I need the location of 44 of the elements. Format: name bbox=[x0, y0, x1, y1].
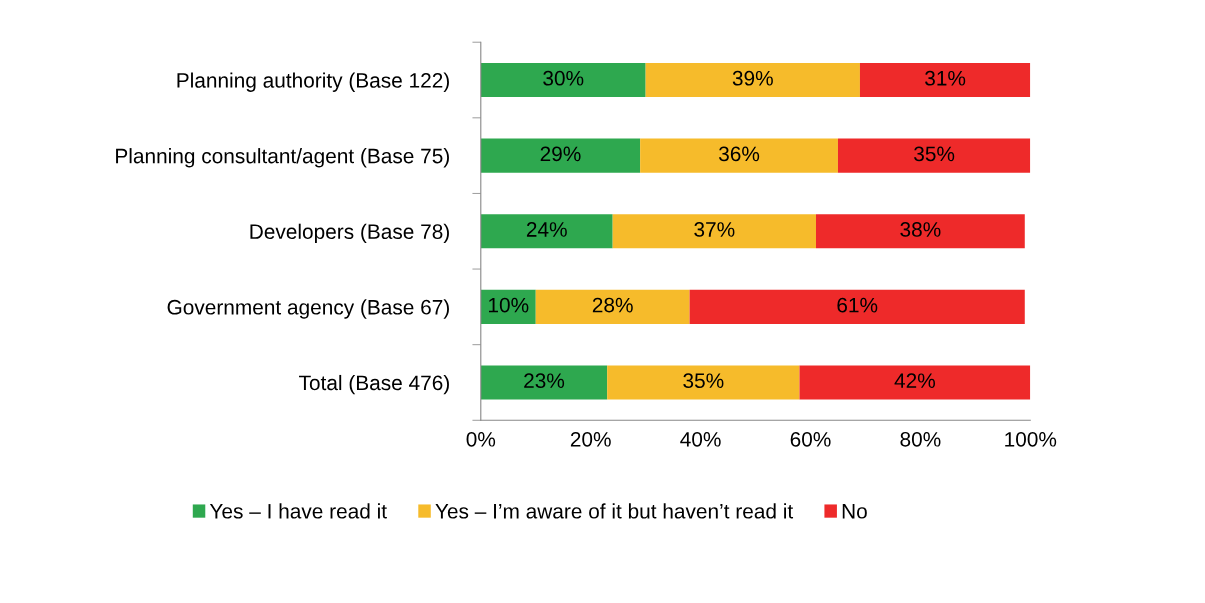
legend-label: No bbox=[842, 504, 867, 519]
bar bbox=[837, 138, 1031, 173]
bar bbox=[480, 214, 613, 249]
bar bbox=[799, 365, 1031, 400]
bar bbox=[480, 289, 536, 324]
data-label: 28% bbox=[592, 297, 633, 313]
data-label: 35% bbox=[914, 146, 955, 162]
data-label: 24% bbox=[526, 222, 567, 237]
bar bbox=[480, 365, 608, 400]
data-label: 35% bbox=[683, 373, 724, 389]
data-label: 61% bbox=[837, 297, 878, 313]
legend-label: Yes – I have read it bbox=[209, 503, 387, 519]
y-tick-label: Government agency (Base 67) bbox=[167, 299, 449, 319]
data-label: 10% bbox=[489, 297, 529, 313]
data-label: 38% bbox=[900, 222, 941, 237]
y-tick-label: Total (Base 476) bbox=[299, 374, 449, 395]
data-label: 42% bbox=[894, 373, 935, 388]
data-label: 36% bbox=[719, 146, 760, 162]
data-label: 29% bbox=[540, 146, 581, 162]
x-tick-label: 80% bbox=[900, 431, 941, 447]
y-tick-label: Planning authority (Base 122) bbox=[177, 72, 449, 92]
x-tick-label: 100% bbox=[1005, 431, 1057, 447]
data-label: 23% bbox=[524, 373, 565, 389]
x-tick-label: 60% bbox=[790, 431, 831, 447]
data-label: 39% bbox=[732, 70, 773, 86]
legend-label: Yes – I’m aware of it but haven’t read it bbox=[435, 503, 794, 519]
bar bbox=[815, 214, 1025, 249]
bar bbox=[645, 63, 860, 98]
bar bbox=[480, 63, 646, 98]
data-label: 31% bbox=[925, 70, 966, 86]
x-tick-label: 40% bbox=[680, 431, 721, 447]
data-label: 30% bbox=[543, 70, 584, 86]
x-tick-label: 0% bbox=[466, 431, 496, 447]
bar bbox=[859, 63, 1031, 98]
data-label: 37% bbox=[694, 222, 735, 237]
bar bbox=[689, 289, 1025, 324]
bar bbox=[480, 138, 641, 173]
y-tick-label: Planning consultant/agent (Base 75) bbox=[116, 148, 449, 168]
bar bbox=[640, 138, 838, 173]
bar bbox=[535, 289, 690, 324]
x-tick-label: 20% bbox=[570, 431, 611, 447]
bar bbox=[612, 214, 816, 249]
y-tick-label: Developers (Base 78) bbox=[250, 223, 449, 244]
bar bbox=[607, 365, 800, 400]
